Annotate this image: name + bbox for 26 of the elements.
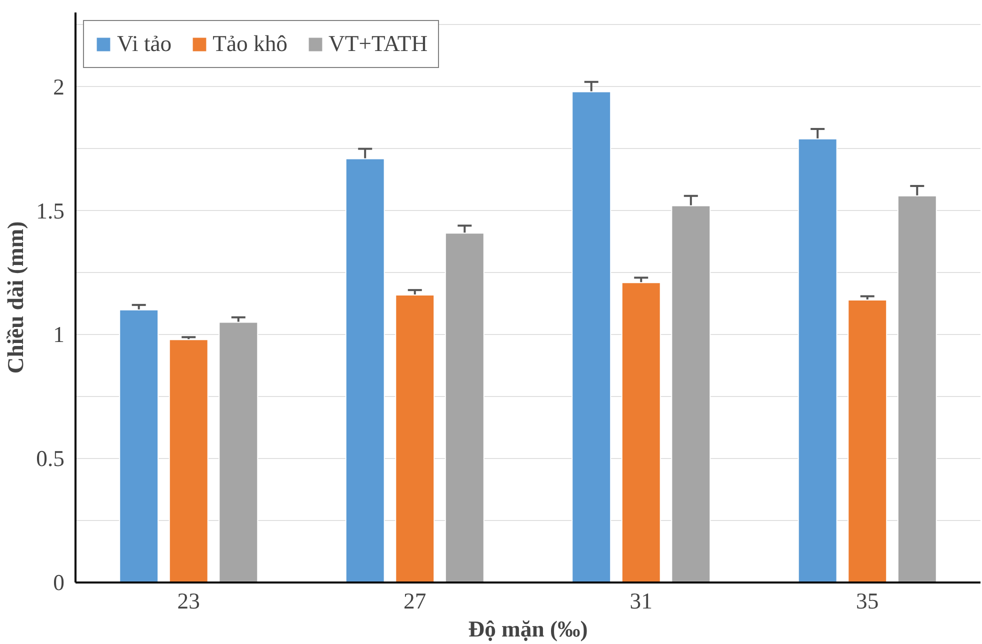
legend-label: VT+TATH [328, 31, 428, 57]
x-tick-label: 23 [177, 588, 200, 614]
bar [345, 158, 385, 582]
bar [897, 195, 937, 582]
bar [218, 322, 258, 582]
legend-label: Tảo khô [212, 31, 288, 57]
x-tick-label: 31 [630, 588, 652, 614]
y-tick-label: 1.5 [36, 198, 65, 224]
x-tick-label: 35 [856, 588, 879, 614]
y-tick-label: 1 [53, 322, 64, 348]
bar [395, 294, 435, 582]
y-tick-label: 0.5 [36, 446, 65, 472]
bar [572, 91, 612, 582]
bar [848, 299, 888, 582]
y-tick-label: 2 [53, 74, 64, 100]
x-axis-title: Độ mặn (‰) [468, 616, 588, 642]
bar [671, 205, 711, 582]
bar [444, 232, 484, 582]
y-tick-label: 0 [53, 570, 64, 595]
bar [168, 339, 208, 582]
bar [798, 138, 838, 582]
y-axis-title: Chiều dài (mm) [3, 221, 28, 374]
bar [119, 309, 159, 582]
bar [621, 282, 661, 582]
x-tick-label: 27 [404, 588, 426, 614]
legend-label: Vi tảo [117, 31, 172, 57]
